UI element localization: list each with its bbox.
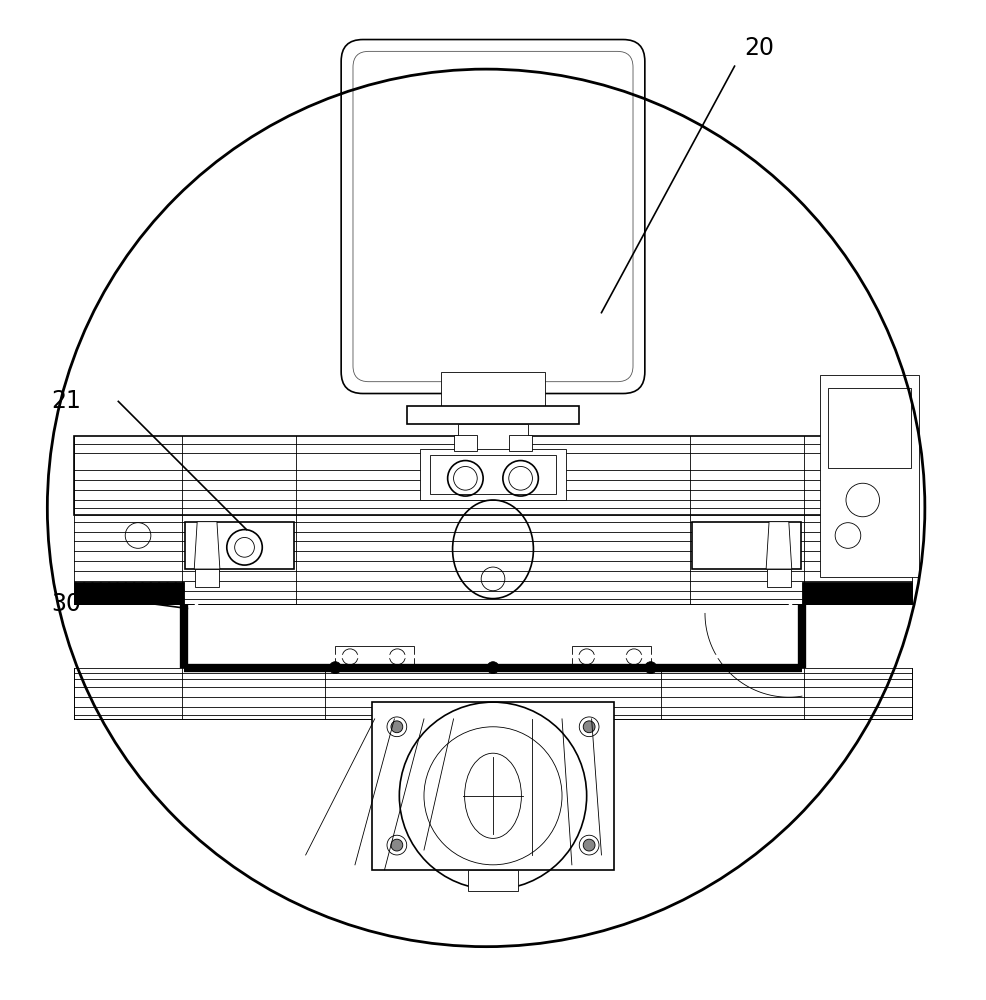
Circle shape	[487, 662, 499, 674]
Bar	[509, 435, 532, 451]
Bar	[406, 406, 579, 424]
Bar	[74, 515, 912, 604]
Bar	[74, 436, 912, 515]
Bar	[458, 424, 528, 453]
Bar	[767, 569, 791, 587]
Bar	[454, 435, 477, 451]
Bar	[420, 449, 566, 500]
Circle shape	[583, 839, 596, 851]
Bar	[802, 582, 912, 604]
Circle shape	[583, 721, 596, 733]
Bar	[74, 668, 912, 719]
Bar	[572, 646, 651, 668]
Bar	[442, 372, 544, 406]
Text: 20: 20	[744, 36, 774, 60]
Bar	[372, 702, 613, 870]
Circle shape	[390, 839, 402, 851]
Bar	[195, 569, 219, 587]
Bar	[828, 388, 911, 468]
Circle shape	[329, 662, 341, 674]
Polygon shape	[766, 522, 792, 569]
Bar	[692, 522, 801, 569]
Bar	[468, 870, 518, 891]
FancyBboxPatch shape	[353, 51, 633, 382]
Polygon shape	[194, 522, 220, 569]
Bar	[74, 582, 184, 604]
Circle shape	[390, 721, 402, 733]
Text: 30: 30	[51, 592, 81, 616]
Bar	[820, 375, 919, 577]
Text: 21: 21	[51, 389, 81, 413]
Circle shape	[645, 662, 657, 674]
Bar	[335, 646, 414, 668]
FancyBboxPatch shape	[341, 40, 645, 394]
Bar	[185, 522, 294, 569]
Bar	[430, 455, 556, 494]
